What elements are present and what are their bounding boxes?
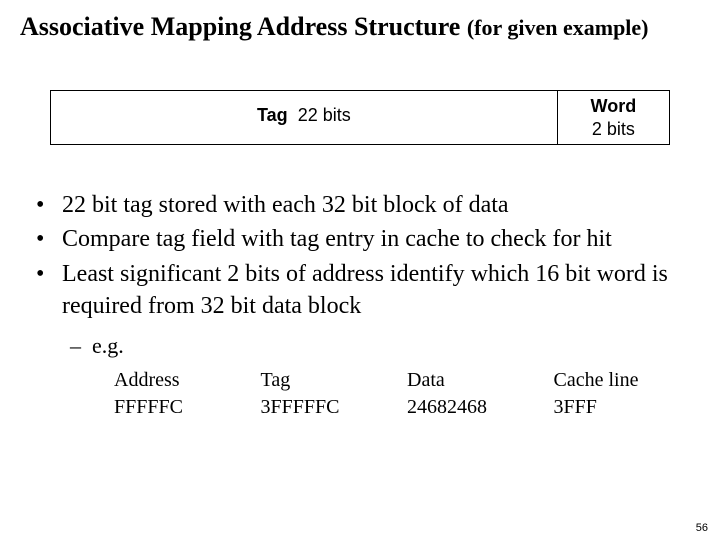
page-title: Associative Mapping Address Structure (f…	[20, 12, 700, 42]
example-label: e.g.	[70, 331, 700, 362]
example-header: Address	[114, 367, 261, 394]
example-cell: 3FFF	[554, 394, 701, 421]
tag-label: Tag	[257, 105, 288, 125]
bullet-list: 22 bit tag stored with each 32 bit block…	[36, 189, 700, 323]
title-main: Associative Mapping Address Structure	[20, 12, 467, 41]
example-data-row: FFFFFC 3FFFFFC 24682468 3FFF	[114, 394, 700, 421]
example-header: Cache line	[554, 367, 701, 394]
example-header-row: Address Tag Data Cache line	[114, 367, 700, 394]
address-structure-diagram: Tag 22 bits Word 2 bits	[50, 90, 670, 145]
page-number: 56	[696, 522, 708, 534]
example-cell: 3FFFFFC	[261, 394, 408, 421]
bullet-item: Compare tag field with tag entry in cach…	[36, 223, 700, 255]
bullet-item: 22 bit tag stored with each 32 bit block…	[36, 189, 700, 221]
tag-cell: Tag 22 bits	[51, 91, 558, 144]
word-label: Word	[591, 96, 637, 116]
title-paren: (for given example)	[467, 15, 649, 40]
example-table: Address Tag Data Cache line FFFFFC 3FFFF…	[114, 367, 700, 421]
example-cell: 24682468	[407, 394, 554, 421]
bullet-item: Least significant 2 bits of address iden…	[36, 258, 700, 323]
tag-bits: 22 bits	[298, 105, 351, 125]
example-header: Tag	[261, 367, 408, 394]
word-bits: 2 bits	[592, 119, 635, 139]
word-cell: Word 2 bits	[558, 91, 669, 144]
example-cell: FFFFFC	[114, 394, 261, 421]
example-header: Data	[407, 367, 554, 394]
